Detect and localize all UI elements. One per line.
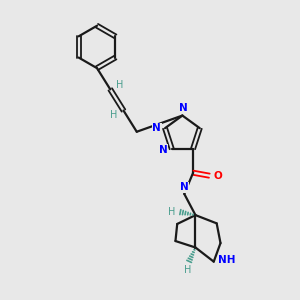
Text: H: H bbox=[116, 80, 123, 90]
Text: N: N bbox=[159, 145, 168, 155]
Text: H: H bbox=[184, 265, 192, 275]
Text: N: N bbox=[180, 182, 188, 192]
Text: H: H bbox=[110, 110, 118, 120]
Text: H: H bbox=[168, 207, 175, 217]
Text: O: O bbox=[213, 171, 222, 181]
Text: NH: NH bbox=[218, 255, 236, 265]
Text: N: N bbox=[152, 123, 161, 133]
Text: N: N bbox=[178, 103, 188, 113]
